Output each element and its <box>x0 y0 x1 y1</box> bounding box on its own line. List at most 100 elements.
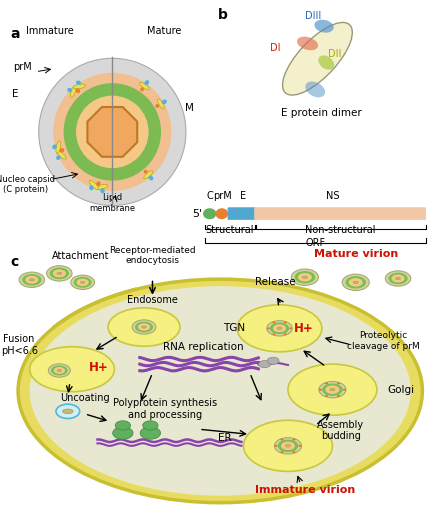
Ellipse shape <box>70 86 76 98</box>
Text: Uncoating: Uncoating <box>60 393 110 403</box>
Ellipse shape <box>237 305 322 352</box>
Text: prM: prM <box>213 191 232 201</box>
Circle shape <box>132 320 156 334</box>
Circle shape <box>322 383 343 396</box>
Ellipse shape <box>144 80 149 85</box>
Ellipse shape <box>318 55 334 70</box>
Circle shape <box>346 276 366 289</box>
Circle shape <box>289 328 292 329</box>
Ellipse shape <box>314 20 334 33</box>
Ellipse shape <box>158 99 164 109</box>
Text: TGN: TGN <box>223 323 246 333</box>
Circle shape <box>278 439 298 452</box>
Circle shape <box>53 269 66 277</box>
Circle shape <box>140 87 144 91</box>
Circle shape <box>22 274 41 286</box>
Ellipse shape <box>277 327 282 330</box>
Circle shape <box>113 427 133 439</box>
Ellipse shape <box>73 84 86 89</box>
Text: Golgi: Golgi <box>388 385 415 394</box>
Circle shape <box>274 445 278 447</box>
Text: E: E <box>12 88 18 99</box>
Text: Immature virion: Immature virion <box>255 485 355 495</box>
Ellipse shape <box>89 185 94 190</box>
Ellipse shape <box>203 208 216 219</box>
Ellipse shape <box>302 276 308 278</box>
Ellipse shape <box>95 184 108 190</box>
Circle shape <box>342 274 369 290</box>
Circle shape <box>138 323 150 331</box>
Text: Fusion
pH<6.6: Fusion pH<6.6 <box>0 334 38 356</box>
Circle shape <box>280 438 284 440</box>
Circle shape <box>270 322 289 334</box>
Ellipse shape <box>30 286 411 496</box>
Text: Nucleo capsid
(C protein): Nucleo capsid (C protein) <box>0 175 55 194</box>
Text: Release: Release <box>255 277 295 287</box>
Text: Attachment: Attachment <box>52 251 109 261</box>
FancyBboxPatch shape <box>228 207 255 220</box>
Circle shape <box>337 395 340 397</box>
Circle shape <box>267 328 270 329</box>
Ellipse shape <box>96 181 101 187</box>
Text: H+: H+ <box>89 361 109 375</box>
Circle shape <box>267 321 292 336</box>
Ellipse shape <box>288 364 377 415</box>
Circle shape <box>53 73 172 191</box>
Circle shape <box>39 58 186 205</box>
Circle shape <box>48 364 70 377</box>
Circle shape <box>156 104 159 108</box>
Circle shape <box>319 381 346 398</box>
Circle shape <box>76 278 89 286</box>
Circle shape <box>291 269 318 285</box>
Text: Polyprotein synthesis
and processing: Polyprotein synthesis and processing <box>113 398 217 420</box>
Ellipse shape <box>305 82 325 97</box>
Ellipse shape <box>297 37 318 50</box>
Ellipse shape <box>140 82 149 90</box>
Circle shape <box>143 421 158 430</box>
Ellipse shape <box>149 175 153 180</box>
Ellipse shape <box>100 188 105 193</box>
Text: DIII: DIII <box>305 11 321 20</box>
Ellipse shape <box>67 88 72 92</box>
Circle shape <box>25 276 38 284</box>
Ellipse shape <box>57 369 61 371</box>
Text: H+: H+ <box>294 322 314 335</box>
Circle shape <box>64 83 161 180</box>
Text: b: b <box>218 8 228 22</box>
Circle shape <box>385 271 411 286</box>
Ellipse shape <box>330 388 335 391</box>
Text: Proteolytic
cleavage of prM: Proteolytic cleavage of prM <box>347 331 419 351</box>
Text: DI: DI <box>270 43 281 53</box>
Circle shape <box>349 278 363 287</box>
Circle shape <box>343 389 346 390</box>
Circle shape <box>391 274 405 283</box>
Text: Lipid
membrane: Lipid membrane <box>89 193 135 213</box>
Circle shape <box>50 268 69 279</box>
Circle shape <box>267 357 279 364</box>
Ellipse shape <box>56 141 61 153</box>
Ellipse shape <box>18 279 422 503</box>
Ellipse shape <box>59 148 64 152</box>
Text: Mature: Mature <box>147 27 181 36</box>
Text: NS: NS <box>326 191 340 201</box>
Ellipse shape <box>76 81 81 85</box>
Text: ER: ER <box>218 433 231 443</box>
Text: Non-structural: Non-structural <box>305 225 375 235</box>
Circle shape <box>51 365 68 376</box>
Circle shape <box>140 427 161 439</box>
Polygon shape <box>87 107 137 157</box>
Circle shape <box>144 170 148 174</box>
Text: 3': 3' <box>431 208 432 219</box>
Text: Endosome: Endosome <box>127 295 178 305</box>
Circle shape <box>19 272 44 287</box>
Text: 5': 5' <box>193 208 203 219</box>
Circle shape <box>76 96 149 168</box>
Ellipse shape <box>142 326 146 328</box>
Circle shape <box>325 395 328 397</box>
Ellipse shape <box>52 145 57 149</box>
Circle shape <box>281 442 295 450</box>
Circle shape <box>274 437 302 454</box>
Circle shape <box>298 273 312 282</box>
Circle shape <box>115 421 130 430</box>
Circle shape <box>273 333 276 335</box>
